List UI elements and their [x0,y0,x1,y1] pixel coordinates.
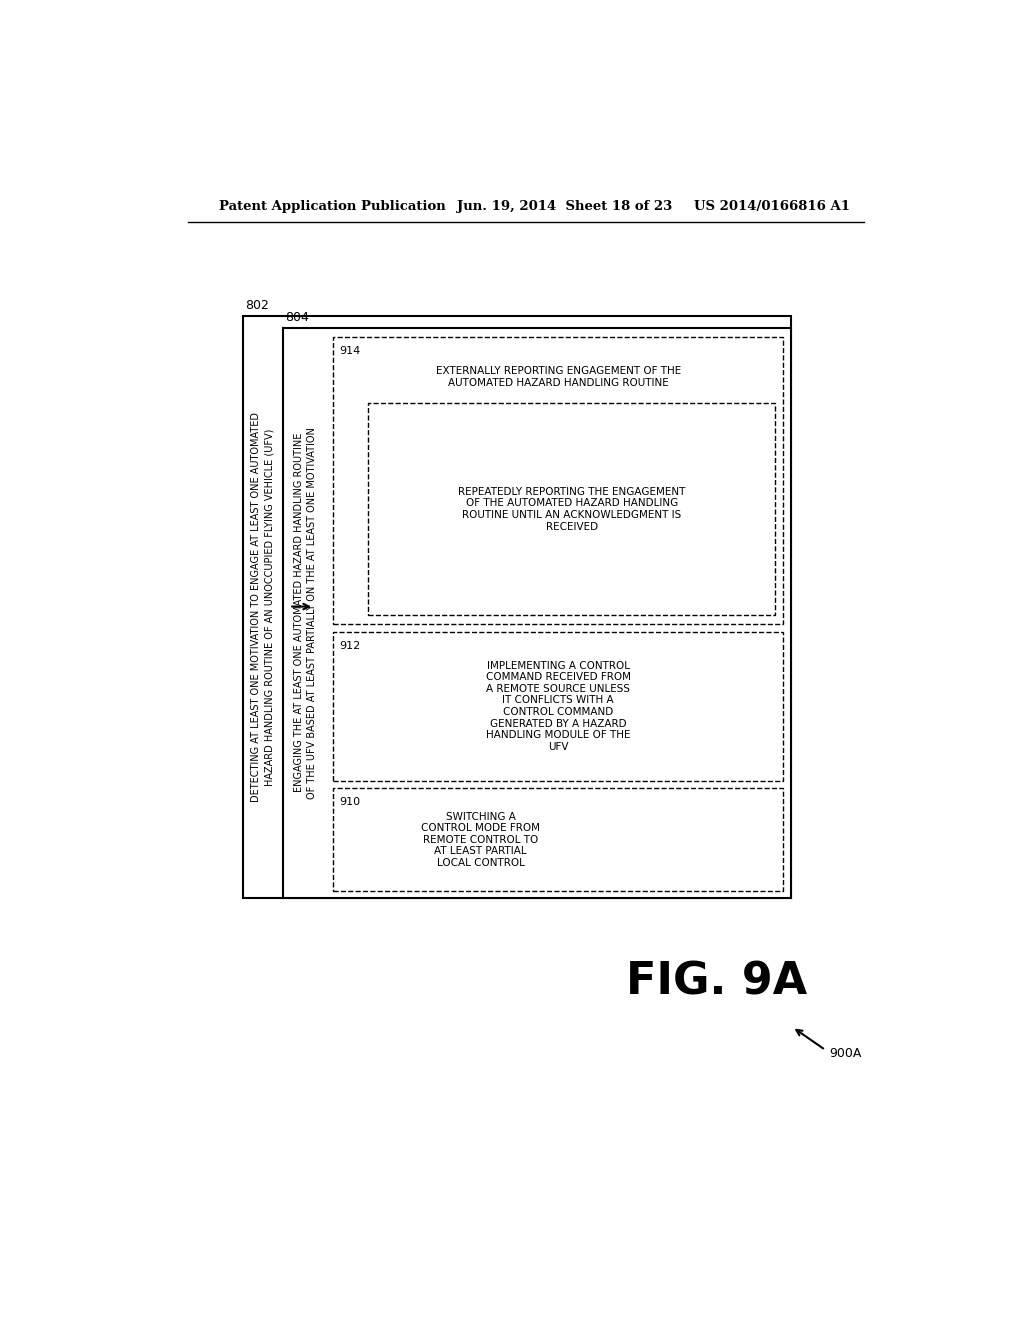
Text: 804: 804 [286,312,309,323]
Text: EXTERNALLY REPORTING ENGAGEMENT OF THE
AUTOMATED HAZARD HANDLING ROUTINE: EXTERNALLY REPORTING ENGAGEMENT OF THE A… [435,366,681,388]
Bar [334,788,783,891]
Text: REPEATEDLY REPORTING THE ENGAGEMENT
OF THE AUTOMATED HAZARD HANDLING
ROUTINE UNT: REPEATEDLY REPORTING THE ENGAGEMENT OF T… [458,487,685,532]
Text: 912: 912 [340,640,360,651]
Text: 910: 910 [340,797,360,807]
Text: FIG. 9A: FIG. 9A [627,961,808,1003]
Text: 900A: 900A [829,1047,862,1060]
Bar [334,632,783,780]
Bar [243,317,791,898]
Text: DETECTING AT LEAST ONE MOTIVATION TO ENGAGE AT LEAST ONE AUTOMATED
HAZARD HANDLI: DETECTING AT LEAST ONE MOTIVATION TO ENG… [251,412,274,803]
Text: SWITCHING A
CONTROL MODE FROM
REMOTE CONTROL TO
AT LEAST PARTIAL
LOCAL CONTROL: SWITCHING A CONTROL MODE FROM REMOTE CON… [421,812,540,869]
Text: 802: 802 [245,300,269,313]
Bar [334,337,783,624]
Text: US 2014/0166816 A1: US 2014/0166816 A1 [693,199,850,213]
Text: Jun. 19, 2014  Sheet 18 of 23: Jun. 19, 2014 Sheet 18 of 23 [458,199,673,213]
Bar [369,404,775,615]
Text: 914: 914 [340,346,360,356]
Text: ENGAGING THE AT LEAST ONE AUTOMATED HAZARD HANDLING ROUTINE
OF THE UFV BASED AT : ENGAGING THE AT LEAST ONE AUTOMATED HAZA… [294,426,317,799]
Text: 916: 916 [375,412,395,422]
Text: IMPLEMENTING A CONTROL
COMMAND RECEIVED FROM
A REMOTE SOURCE UNLESS
IT CONFLICTS: IMPLEMENTING A CONTROL COMMAND RECEIVED … [485,660,631,752]
Text: Patent Application Publication: Patent Application Publication [219,199,446,213]
Bar [283,327,791,898]
